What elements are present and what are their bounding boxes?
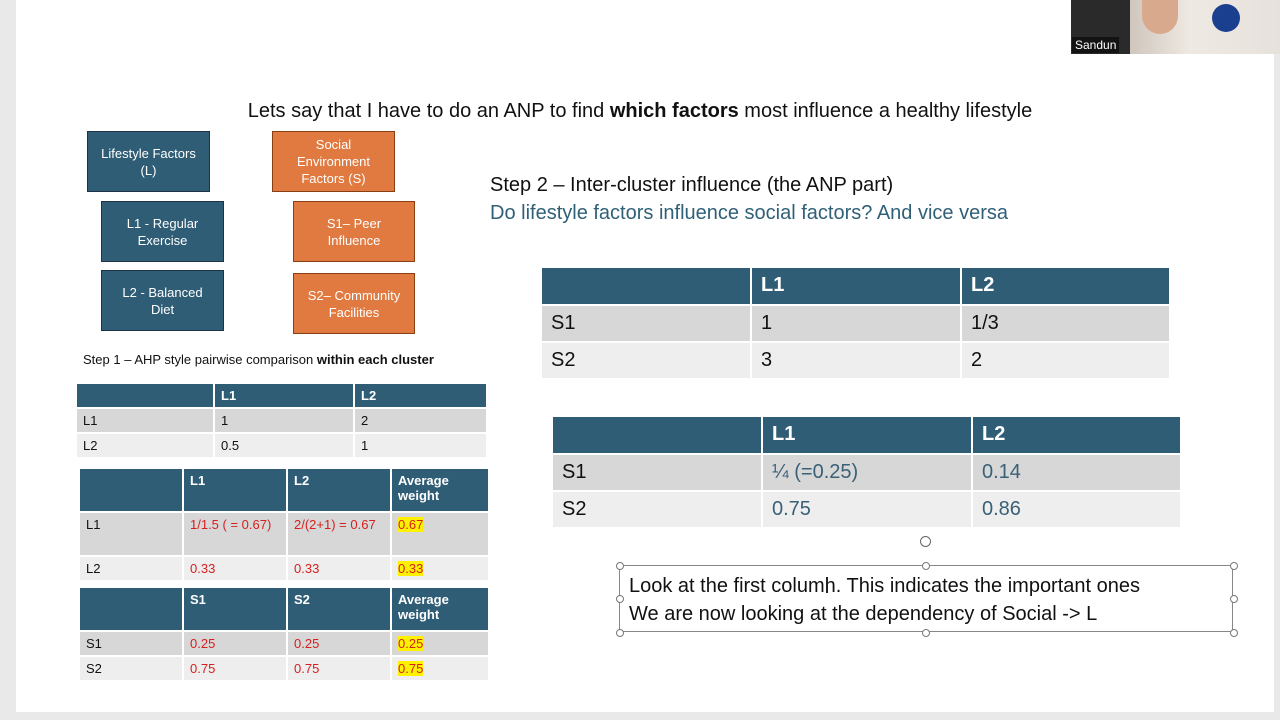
resize-handle[interactable] bbox=[616, 629, 624, 637]
l1-box: L1 - Regular Exercise bbox=[101, 201, 224, 262]
s2-box: S2– Community Facilities bbox=[293, 273, 415, 334]
resize-handle[interactable] bbox=[1230, 562, 1238, 570]
step1-heading: Step 1 – AHP style pairwise comparison w… bbox=[83, 352, 434, 367]
table-lifestyle-pairwise: L1 L2 L1 1 2 L2 0.5 1 bbox=[77, 384, 488, 457]
table-row: L2 0.33 0.33 0.33 bbox=[80, 555, 490, 580]
resize-handle[interactable] bbox=[922, 562, 930, 570]
table-social-weights: S1 S2 Average weight S1 0.25 0.25 0.25 S… bbox=[80, 588, 490, 680]
note-textbox[interactable]: Look at the first column. This indicates… bbox=[619, 565, 1233, 632]
table-row: S1 0.25 0.25 0.25 bbox=[80, 630, 490, 656]
slide-title: Lets say that I have to do an ANP to fin… bbox=[247, 100, 1033, 122]
participant-face bbox=[1142, 0, 1178, 34]
resize-handle[interactable] bbox=[616, 562, 624, 570]
participant-name: Sandun bbox=[1072, 37, 1120, 53]
s1-box: S1– Peer Influence bbox=[293, 201, 415, 262]
text-cursor-icon bbox=[826, 577, 828, 593]
resize-handle[interactable] bbox=[922, 629, 930, 637]
table-inter-cluster-normalized: L1 L2 S1 ¼ (=0.25) 0.14 S2 0.75 0.86 bbox=[553, 417, 1182, 527]
shirt-logo-icon bbox=[1212, 4, 1240, 32]
table-row: S1 ¼ (=0.25) 0.14 bbox=[553, 453, 1182, 491]
resize-handle[interactable] bbox=[616, 595, 624, 603]
note-line-2: We are now looking at the dependency of … bbox=[629, 603, 1098, 625]
table-row: S1 1 1/3 bbox=[542, 304, 1171, 342]
table-row: S2 3 2 bbox=[542, 341, 1171, 378]
cluster-lifestyle-box: Lifestyle Factors (L) bbox=[87, 131, 210, 192]
step2-heading: Step 2 – Inter-cluster influence (the AN… bbox=[490, 174, 894, 196]
table-inter-cluster-raw: L1 L2 S1 1 1/3 S2 3 2 bbox=[542, 268, 1171, 378]
table-row: S2 0.75 0.86 bbox=[553, 490, 1182, 527]
note-line-1: Look at the first column. This indicates… bbox=[629, 575, 1141, 597]
cluster-social-box: Social Environment Factors (S) bbox=[272, 131, 395, 192]
step2-question: Do lifestyle factors influence social fa… bbox=[490, 202, 1009, 224]
l2-box: L2 - Balanced Diet bbox=[101, 270, 224, 331]
resize-handle[interactable] bbox=[1230, 595, 1238, 603]
table-row: L1 1 2 bbox=[77, 407, 488, 433]
resize-handle[interactable] bbox=[1230, 629, 1238, 637]
table-row: L1 1/1.5 ( = 0.67) 2/(2+1) = 0.67 0.67 bbox=[80, 511, 490, 556]
table-lifestyle-weights: L1 L2 Average weight L1 1/1.5 ( = 0.67) … bbox=[80, 469, 490, 580]
rotate-handle-icon[interactable] bbox=[920, 536, 931, 547]
table-row: S2 0.75 0.75 0.75 bbox=[80, 655, 490, 680]
table-row: L2 0.5 1 bbox=[77, 432, 488, 457]
